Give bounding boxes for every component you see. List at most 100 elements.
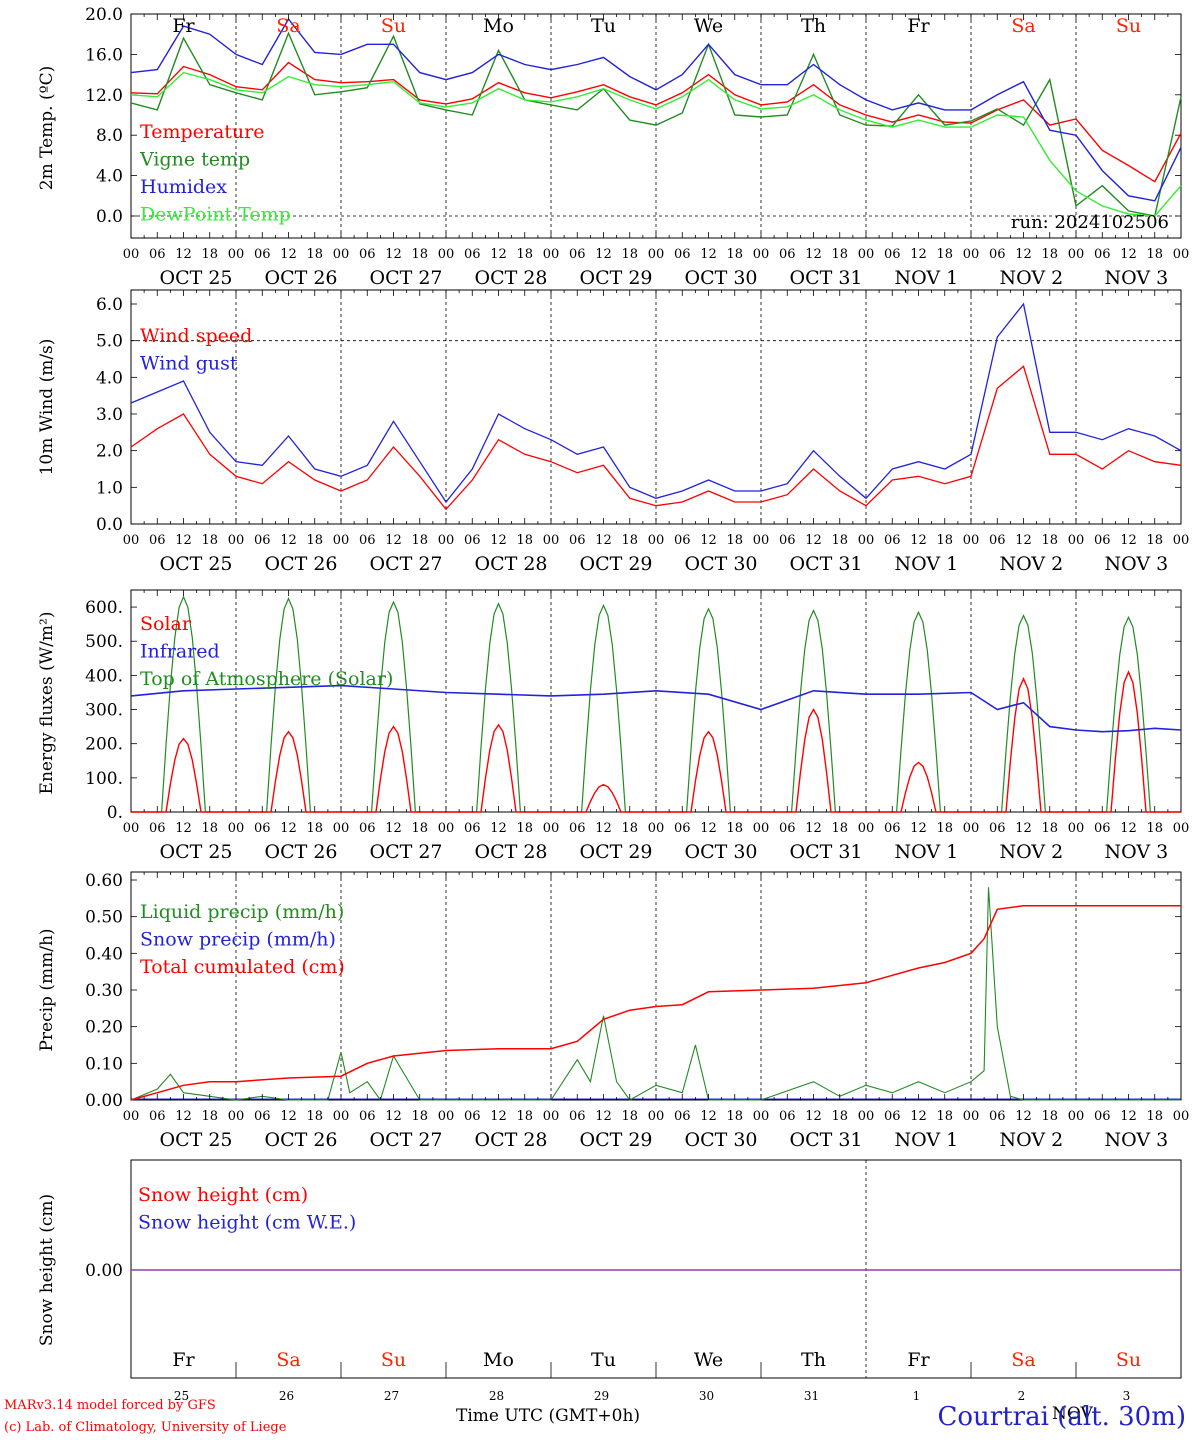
y-tick-label: 16.0 — [85, 45, 123, 65]
hour-tick-label: 00 — [438, 1109, 455, 1124]
hour-tick-label: 12 — [1015, 247, 1032, 262]
hour-tick-label: 12 — [700, 821, 717, 836]
hour-tick-label: 18 — [726, 533, 743, 548]
y-axis-label: Snow height (cm) — [37, 1194, 57, 1346]
hour-tick-label: 18 — [831, 821, 848, 836]
hour-tick-label: 12 — [700, 1109, 717, 1124]
hour-tick-label: 06 — [989, 247, 1006, 262]
hour-tick-label: 12 — [595, 1109, 612, 1124]
hour-tick-label: 00 — [1068, 247, 1085, 262]
series-line-lightgreen — [130, 71, 1182, 217]
date-tick-label: OCT 29 — [580, 841, 653, 863]
hour-tick-label: 18 — [411, 1109, 428, 1124]
hour-tick-label: 18 — [411, 821, 428, 836]
hour-tick-label: 00 — [543, 533, 560, 548]
hour-tick-label: 00 — [858, 821, 875, 836]
y-tick-label: 0.00 — [85, 1261, 123, 1281]
hour-tick-label: 06 — [779, 533, 796, 548]
hour-tick-label: 06 — [674, 247, 691, 262]
date-tick-label: OCT 25 — [160, 553, 233, 575]
legend-entry: Vigne temp — [139, 149, 250, 171]
hour-tick-label: 06 — [1094, 533, 1111, 548]
hour-tick-label: 12 — [280, 533, 297, 548]
hour-tick-label: 00 — [1173, 247, 1190, 262]
day-number-label: 1 — [913, 1389, 921, 1403]
weekday-label: We — [694, 1349, 723, 1371]
y-tick-label: 0.0 — [96, 207, 123, 227]
hour-tick-label: 06 — [674, 1109, 691, 1124]
hour-tick-label: 06 — [464, 1109, 481, 1124]
y-tick-label: 0.50 — [85, 908, 123, 928]
hour-tick-label: 00 — [333, 247, 350, 262]
hour-tick-label: 12 — [1015, 1109, 1032, 1124]
date-tick-label: OCT 27 — [370, 267, 443, 289]
weekday-label: Fr — [907, 1349, 930, 1371]
hour-tick-label: 00 — [1173, 533, 1190, 548]
date-tick-label: OCT 29 — [580, 553, 653, 575]
hour-tick-label: 12 — [805, 247, 822, 262]
weekday-label: Sa — [276, 1349, 300, 1371]
hour-tick-label: 00 — [228, 1109, 245, 1124]
hour-tick-label: 18 — [1146, 533, 1163, 548]
hour-tick-label: 06 — [779, 247, 796, 262]
hour-tick-label: 06 — [989, 821, 1006, 836]
y-tick-label: 300. — [85, 701, 123, 721]
hour-tick-label: 18 — [1146, 247, 1163, 262]
legend-entry: Snow height (cm W.E.) — [138, 1212, 356, 1234]
hour-tick-label: 06 — [779, 821, 796, 836]
hour-tick-label: 00 — [753, 821, 770, 836]
hour-tick-label: 12 — [175, 1109, 192, 1124]
hour-tick-label: 12 — [280, 247, 297, 262]
hour-tick-label: 12 — [910, 247, 927, 262]
weekday-label: Th — [801, 1349, 826, 1371]
y-tick-label: 4.0 — [96, 167, 123, 187]
hour-tick-label: 12 — [1120, 533, 1137, 548]
date-tick-label: OCT 31 — [790, 1129, 863, 1151]
hour-tick-label: 00 — [753, 1109, 770, 1124]
hour-tick-label: 18 — [1146, 821, 1163, 836]
series-line-green — [130, 31, 1182, 217]
date-tick-label: OCT 30 — [685, 841, 758, 863]
total-cumulated-line — [130, 904, 1181, 1101]
weekday-label: Tu — [591, 15, 616, 37]
y-tick-label: 4.0 — [96, 368, 123, 388]
weekday-label: Sa — [1011, 15, 1035, 37]
hour-tick-label: 18 — [726, 1109, 743, 1124]
y-tick-label: 100. — [85, 769, 123, 789]
hour-tick-label: 18 — [201, 533, 218, 548]
hour-tick-label: 06 — [254, 1109, 271, 1124]
hour-tick-label: 18 — [621, 821, 638, 836]
weekday-label: Sa — [276, 15, 300, 37]
y-tick-label: 0.10 — [85, 1054, 123, 1074]
hour-tick-label: 06 — [674, 533, 691, 548]
y-tick-label: 12.0 — [85, 86, 123, 106]
date-tick-label: OCT 30 — [685, 267, 758, 289]
hour-tick-label: 12 — [280, 821, 297, 836]
date-tick-label: OCT 28 — [475, 841, 548, 863]
y-tick-label: 5.0 — [96, 332, 123, 352]
hour-tick-label: 00 — [543, 1109, 560, 1124]
y-axis-label: 10m Wind (m/s) — [37, 339, 57, 476]
legend-entry: Solar — [140, 613, 192, 635]
hour-tick-label: 00 — [858, 247, 875, 262]
hour-tick-label: 00 — [333, 1109, 350, 1124]
date-tick-label: NOV 1 — [895, 267, 959, 289]
weekday-label: Sa — [1011, 1349, 1035, 1371]
hour-tick-label: 18 — [936, 1109, 953, 1124]
weekday-label: Su — [381, 15, 406, 37]
run-annotation: run: 2024102506 — [1011, 212, 1169, 233]
hour-tick-label: 18 — [516, 821, 533, 836]
hour-tick-label: 06 — [359, 247, 376, 262]
date-tick-label: NOV 2 — [1000, 553, 1064, 575]
hour-tick-label: 00 — [438, 533, 455, 548]
hour-tick-label: 18 — [621, 1109, 638, 1124]
date-tick-label: OCT 25 — [160, 841, 233, 863]
day-number-label: 28 — [489, 1389, 504, 1403]
y-tick-label: 3.0 — [96, 405, 123, 425]
hour-tick-label: 18 — [306, 821, 323, 836]
hour-tick-label: 12 — [1015, 533, 1032, 548]
date-tick-label: OCT 30 — [685, 553, 758, 575]
hour-tick-label: 18 — [201, 247, 218, 262]
date-tick-label: OCT 27 — [370, 1129, 443, 1151]
hour-tick-label: 18 — [831, 247, 848, 262]
